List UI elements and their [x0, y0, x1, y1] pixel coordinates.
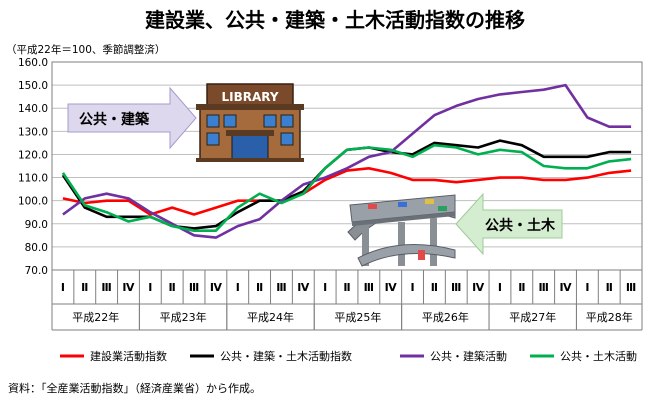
- series-line-4: [61, 143, 632, 232]
- x-tick-label: Ⅰ: [236, 281, 240, 294]
- grid-lines: [51, 61, 643, 271]
- x-tick-label: Ⅳ: [559, 281, 572, 294]
- chart-title: 建設業、公共・建築・土木活動指数の推移: [145, 8, 525, 32]
- y-tick-label: 90.0: [25, 219, 48, 231]
- y-tick-label: 140.0: [18, 103, 48, 115]
- legend: 建設業活動指数 公共・建築・土木活動指数 公共・建築活動 公共・土木活動: [60, 349, 637, 363]
- year-label: 平成22年: [72, 310, 119, 324]
- x-tick-label: Ⅲ: [451, 281, 461, 294]
- year-label: 平成26年: [422, 310, 469, 324]
- x-tick-label: Ⅳ: [297, 281, 310, 294]
- x-tick-label: Ⅰ: [498, 281, 502, 294]
- x-tick-label: Ⅱ: [256, 281, 263, 294]
- x-tick-label: Ⅰ: [585, 281, 589, 294]
- x-tick-label: Ⅲ: [101, 281, 111, 294]
- source-note: 資料：「全産業活動指数」（経済産業省）から作成。: [8, 382, 261, 395]
- x-tick-label: Ⅳ: [385, 281, 398, 294]
- x-tick-label: Ⅱ: [81, 281, 88, 294]
- y-tick-label: 150.0: [18, 80, 48, 92]
- y-tick-label: 80.0: [25, 242, 48, 254]
- x-tick-label: Ⅱ: [606, 281, 613, 294]
- y-tick-label: 160.0: [18, 57, 48, 69]
- x-tick-label: Ⅲ: [626, 281, 636, 294]
- y-tick-label: 70.0: [25, 265, 48, 277]
- year-label: 平成27年: [509, 310, 556, 324]
- callout-building: 公共・建築: [67, 86, 197, 150]
- callout-civil-label: 公共・土木: [485, 217, 556, 234]
- plot-frame: [51, 61, 643, 271]
- y-tick-label: 110.0: [18, 173, 48, 185]
- x-tick-label: Ⅰ: [323, 281, 327, 294]
- x-tick-label: Ⅱ: [169, 281, 176, 294]
- callout-building-label: 公共・建築: [79, 111, 150, 128]
- year-label: 平成23年: [160, 310, 207, 324]
- library-illustration: LIBRARY: [196, 83, 304, 162]
- x-tick-label: Ⅲ: [276, 281, 286, 294]
- x-tick-label: Ⅱ: [431, 281, 438, 294]
- x-tick-label: Ⅰ: [411, 281, 415, 294]
- y-axis: 70.0 80.0 90.0 100.0 110.0 120.0 130.0 140.0 150…: [18, 57, 48, 277]
- highway-illustration: [347, 194, 456, 267]
- year-label: 平成24年: [247, 310, 294, 324]
- y-tick-label: 130.0: [18, 126, 48, 138]
- x-tick-label: Ⅱ: [518, 281, 525, 294]
- x-tick-label: Ⅳ: [210, 281, 223, 294]
- legend-label: 公共・建築・土木活動指数: [220, 349, 352, 363]
- callout-civil: 公共・土木: [455, 192, 563, 256]
- y-tick-label: 100.0: [18, 196, 48, 208]
- legend-label: 建設業活動指数: [90, 349, 167, 363]
- x-tick-label: Ⅳ: [472, 281, 485, 294]
- library-sign-text: LIBRARY: [221, 90, 278, 104]
- series-line-3: [62, 83, 632, 239]
- x-tick-label: Ⅰ: [148, 281, 152, 294]
- legend-label: 公共・土木活動: [560, 349, 637, 363]
- series-lines: [61, 83, 632, 239]
- x-tick-label: Ⅰ: [61, 281, 65, 294]
- x-tick-label: Ⅲ: [538, 281, 548, 294]
- year-label: 平成25年: [334, 310, 381, 324]
- x-tick-label: Ⅳ: [122, 281, 135, 294]
- y-tick-label: 120.0: [18, 149, 48, 161]
- year-label: 平成28年: [586, 310, 633, 324]
- x-tick-label: Ⅱ: [343, 281, 350, 294]
- x-tick-label: Ⅲ: [364, 281, 374, 294]
- legend-label: 公共・建築活動: [430, 349, 507, 363]
- x-tick-label: Ⅲ: [189, 281, 199, 294]
- series-line-1: [62, 167, 632, 216]
- unit-note: （平成22年＝100、季節調整済）: [6, 44, 166, 56]
